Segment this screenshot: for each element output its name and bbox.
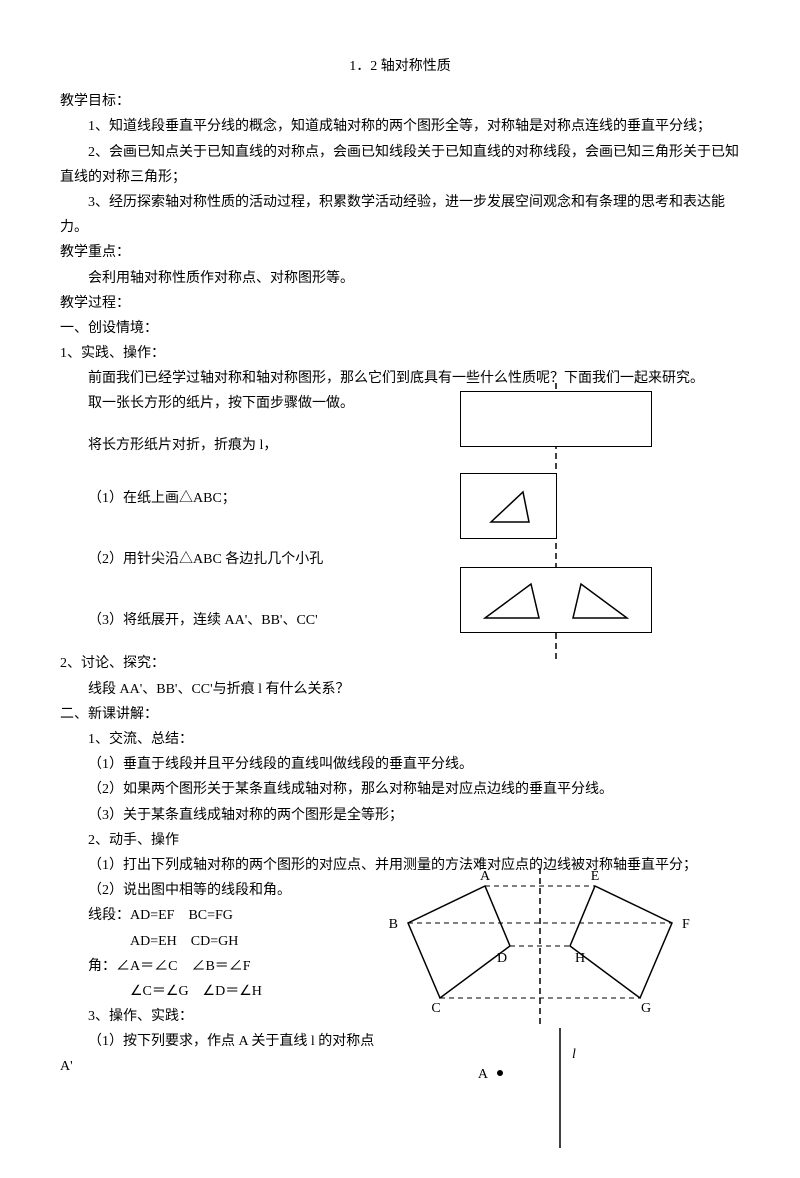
label-line-l: l <box>572 1047 576 1062</box>
sec1-heading: 一、创设情境： <box>60 316 740 341</box>
ang-1: ∠A＝∠C ∠B＝∠F <box>116 959 251 974</box>
process-heading: 教学过程： <box>60 291 740 316</box>
operate2-heading: 3、操作、实践： <box>60 1004 390 1029</box>
sec2-heading: 二、新课讲解： <box>60 702 740 727</box>
step-1: （1）在纸上画△ABC； <box>60 486 420 511</box>
ang-2: ∠C＝∠G ∠D＝∠H <box>60 979 390 1004</box>
ang-label: 角： <box>88 959 116 974</box>
label-H: H <box>575 951 585 966</box>
label-B: B <box>389 917 398 932</box>
keypoint-text: 会利用轴对称性质作对称点、对称图形等。 <box>60 266 740 291</box>
label-point-A: A <box>478 1067 489 1082</box>
label-G: G <box>641 1001 651 1016</box>
goal-heading: 教学目标： <box>60 89 740 114</box>
seg-1: AD=EF BC=FG <box>130 908 233 923</box>
seg-line: 线段：AD=EF BC=FG <box>60 903 390 928</box>
label-A: A <box>480 869 491 884</box>
label-E: E <box>591 869 600 884</box>
summary-3: （3）关于某条直线成轴对称的两个图形是全等形； <box>60 803 740 828</box>
step-3: （3）将纸展开，连续 AA'、BB'、CC' <box>60 608 420 633</box>
mirrored-triangles-icon <box>461 568 651 632</box>
rect-figure-1 <box>460 391 652 447</box>
summary-1: （1）垂直于线段并且平分线段的直线叫做线段的垂直平分线。 <box>60 752 740 777</box>
goal-1: 1、知道线段垂直平分线的概念，知道成轴对称的两个图形全等，对称轴是对称点连线的垂… <box>60 114 740 139</box>
practice-intro-1: 前面我们已经学过轴对称和轴对称图形，那么它们到底具有一些什么性质呢？下面我们一起… <box>60 366 740 391</box>
point-line-diagram: A l <box>440 1028 640 1148</box>
quadrilateral-diagram: A B C D E F G H <box>370 868 710 1028</box>
seg-2: AD=EH CD=GH <box>60 929 390 954</box>
practice-fold: 将长方形纸片对折，折痕为 l， <box>60 433 420 458</box>
step-2: （2）用针尖沿△ABC 各边扎几个小孔 <box>60 547 420 572</box>
practice-intro-2: 取一张长方形的纸片，按下面步骤做一做。 <box>60 391 420 416</box>
operate-heading: 2、动手、操作 <box>60 828 740 853</box>
triangle-abc-icon <box>461 474 556 538</box>
operate-2: （2）说出图中相等的线段和角。 <box>60 878 390 903</box>
ang-line: 角：∠A＝∠C ∠B＝∠F <box>60 954 390 979</box>
discuss-q: 线段 AA'、BB'、CC'与折痕 l 有什么关系？ <box>60 677 740 702</box>
label-D: D <box>497 951 507 966</box>
label-C: C <box>431 1001 440 1016</box>
keypoint-heading: 教学重点： <box>60 240 740 265</box>
summary-2: （2）如果两个图形关于某条直线成轴对称，那么对称轴是对应点边线的垂直平分线。 <box>60 777 740 802</box>
seg-label: 线段： <box>88 908 130 923</box>
summarize-heading: 1、交流、总结： <box>60 727 740 752</box>
page-title: 1．2 轴对称性质 <box>60 54 740 79</box>
rect-figure-2 <box>460 473 557 539</box>
label-F: F <box>682 917 690 932</box>
discuss-heading: 2、讨论、探究： <box>60 651 740 676</box>
practice1-heading: 1、实践、操作： <box>60 341 740 366</box>
goal-3: 3、经历探索轴对称性质的活动过程，积累数学活动经验，进一步发展空间观念和有条理的… <box>60 190 740 240</box>
goal-2: 2、会画已知点关于已知直线的对称点，会画已知线段关于已知直线的对称线段，会画已知… <box>60 140 740 190</box>
rect-figure-3 <box>460 567 652 633</box>
